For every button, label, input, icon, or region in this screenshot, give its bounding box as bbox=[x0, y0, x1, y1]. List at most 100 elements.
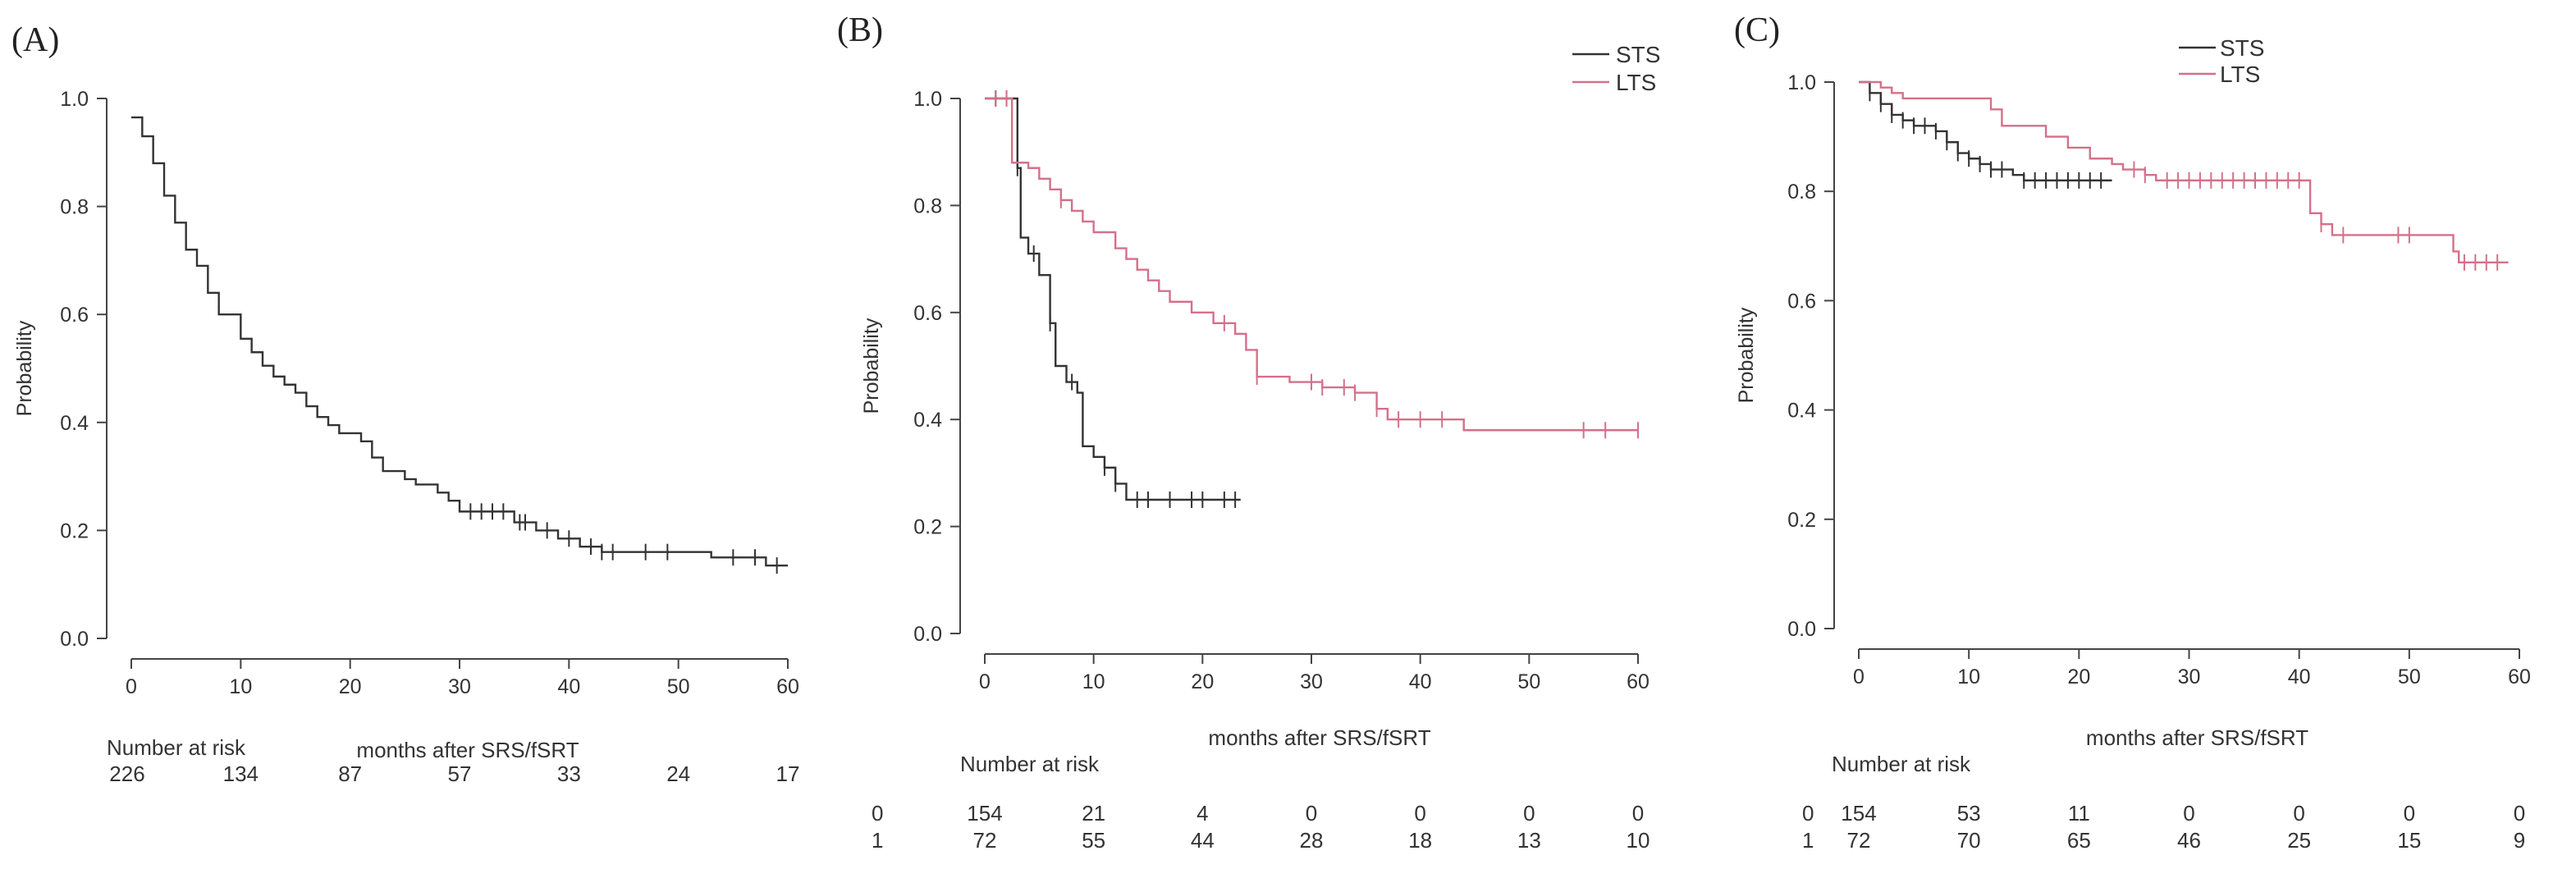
risk-row-label: 0 bbox=[872, 801, 883, 826]
y-tick-label: 0.8 bbox=[1787, 181, 1816, 204]
x-axis-title: months after SRS/fSRT bbox=[1208, 725, 1430, 750]
x-tick-label: 20 bbox=[1191, 670, 1214, 693]
panel-label: (A) bbox=[11, 21, 59, 59]
x-tick-label: 40 bbox=[557, 675, 580, 698]
x-axis-title: months after SRS/fSRT bbox=[2086, 725, 2308, 750]
risk-value: 44 bbox=[1191, 828, 1215, 853]
km-curve-sts bbox=[985, 97, 1241, 501]
risk-value: 55 bbox=[1082, 828, 1105, 853]
x-tick-label: 0 bbox=[1853, 665, 1865, 688]
x-tick-label: 20 bbox=[2067, 665, 2090, 688]
x-tick-label: 60 bbox=[1627, 670, 1649, 693]
risk-table-title: Number at risk bbox=[107, 735, 246, 760]
risk-value: 46 bbox=[2177, 828, 2201, 853]
risk-value: 25 bbox=[2287, 828, 2311, 853]
x-axis-title: months after SRS/fSRT bbox=[356, 738, 579, 762]
x-tick-label: 40 bbox=[2288, 665, 2311, 688]
risk-value: 0 bbox=[1414, 801, 1425, 826]
y-axis-title: Probability bbox=[1735, 307, 1758, 403]
y-tick-label: 0.6 bbox=[913, 302, 942, 325]
risk-value: 154 bbox=[1841, 801, 1876, 826]
risk-value: 154 bbox=[967, 801, 1002, 826]
risk-value: 4 bbox=[1196, 801, 1208, 826]
risk-value: 0 bbox=[1523, 801, 1535, 826]
legend-label: LTS bbox=[2220, 62, 2260, 87]
risk-value: 0 bbox=[2183, 801, 2194, 826]
y-tick-label: 1.0 bbox=[913, 88, 942, 111]
x-tick-label: 30 bbox=[448, 675, 471, 698]
risk-value: 134 bbox=[223, 762, 259, 786]
risk-value: 72 bbox=[1847, 828, 1871, 853]
y-tick-label: 0.4 bbox=[1787, 400, 1816, 423]
y-tick-label: 0.0 bbox=[913, 623, 942, 646]
risk-value: 17 bbox=[776, 762, 800, 786]
risk-value: 0 bbox=[2514, 801, 2525, 826]
legend-label: STS bbox=[1616, 42, 1660, 67]
y-tick-label: 1.0 bbox=[60, 88, 89, 111]
x-tick-label: 10 bbox=[1957, 665, 1980, 688]
risk-table-title: Number at risk bbox=[960, 752, 1100, 776]
risk-value: 87 bbox=[338, 762, 362, 786]
y-tick-label: 0.0 bbox=[60, 628, 89, 651]
x-tick-label: 30 bbox=[2178, 665, 2201, 688]
risk-value: 13 bbox=[1517, 828, 1541, 853]
risk-value: 57 bbox=[448, 762, 472, 786]
y-axis-title: Probability bbox=[860, 318, 883, 414]
x-tick-label: 10 bbox=[1082, 670, 1105, 693]
risk-value: 0 bbox=[2404, 801, 2415, 826]
chart-panel-c: (C)0.00.20.40.60.81.00 10 20 30 40 50 60Probab… bbox=[1734, 11, 2531, 853]
risk-value: 72 bbox=[973, 828, 997, 853]
risk-value: 70 bbox=[1957, 828, 1981, 853]
risk-value: 0 bbox=[1306, 801, 1317, 826]
y-tick-label: 0.4 bbox=[913, 409, 942, 432]
y-tick-label: 1.0 bbox=[1787, 71, 1816, 94]
panel-label: (B) bbox=[837, 11, 883, 49]
risk-value: 226 bbox=[109, 762, 144, 786]
risk-value: 28 bbox=[1300, 828, 1324, 853]
x-tick-label: 50 bbox=[667, 675, 690, 698]
risk-value: 33 bbox=[557, 762, 581, 786]
risk-table-title: Number at risk bbox=[1832, 752, 1971, 776]
risk-value: 15 bbox=[2397, 828, 2421, 853]
x-tick-label: 40 bbox=[1409, 670, 1432, 693]
x-tick-label: 20 bbox=[339, 675, 362, 698]
x-tick-label: 10 bbox=[229, 675, 252, 698]
risk-value: 10 bbox=[1627, 828, 1650, 853]
y-tick-label: 0.8 bbox=[913, 194, 942, 217]
risk-value: 11 bbox=[2068, 801, 2090, 826]
km-curve-lts bbox=[985, 97, 1638, 432]
risk-value: 53 bbox=[1957, 801, 1981, 826]
x-tick-label: 60 bbox=[776, 675, 799, 698]
chart-panel-a: (A) 0.0 0.2 0.4 0.6 0.8 1.0 0 10 20 30 40 50 60 Probab… bbox=[11, 21, 799, 786]
y-tick-label: 0.8 bbox=[60, 196, 89, 219]
y-tick-label: 0.6 bbox=[60, 304, 89, 327]
y-tick-label: 0.0 bbox=[1787, 618, 1816, 641]
y-tick-label: 0.2 bbox=[60, 519, 89, 542]
risk-row-label: 1 bbox=[872, 828, 883, 853]
risk-value: 65 bbox=[2067, 828, 2091, 853]
risk-value: 9 bbox=[2514, 828, 2525, 853]
x-tick-label: 0 bbox=[979, 670, 991, 693]
legend-label: STS bbox=[2220, 35, 2264, 61]
km-curve-sts bbox=[1859, 80, 2112, 182]
y-tick-label: 0.4 bbox=[60, 412, 89, 435]
legend-label: LTS bbox=[1616, 70, 1656, 95]
risk-value: 21 bbox=[1082, 801, 1105, 826]
x-tick-label: 0 bbox=[126, 675, 137, 698]
x-tick-label: 50 bbox=[2398, 665, 2421, 688]
risk-row-label: 0 bbox=[1802, 801, 1814, 826]
risk-value: 18 bbox=[1408, 828, 1432, 853]
chart-panel-b: (B)0.00.20.40.60.81.00 10 20 30 40 50 60Probab… bbox=[837, 11, 1660, 853]
y-tick-label: 0.2 bbox=[1787, 509, 1816, 532]
panel-label: (C) bbox=[1734, 11, 1780, 49]
km-curve-all bbox=[131, 116, 788, 567]
risk-value: 0 bbox=[2293, 801, 2304, 826]
x-tick-label: 60 bbox=[2508, 665, 2531, 688]
risk-value: 0 bbox=[1632, 801, 1644, 826]
legend: STS LTS bbox=[1572, 42, 1660, 95]
x-tick-label: 30 bbox=[1300, 670, 1323, 693]
